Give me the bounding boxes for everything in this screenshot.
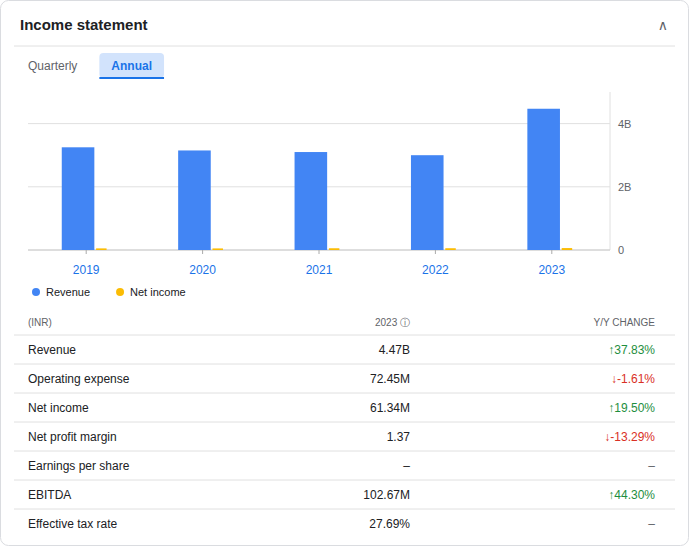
table-cell: ↑19.50% xyxy=(608,401,655,415)
table-cell: ↑37.83% xyxy=(608,343,655,357)
title: Income statement xyxy=(20,16,148,33)
table-cell: Net income xyxy=(28,401,89,415)
table-cell: Revenue xyxy=(28,343,76,357)
x-tick xyxy=(319,250,320,254)
table-cell: ↓-13.29% xyxy=(604,430,655,444)
table-header: (INR) xyxy=(28,317,52,328)
tab[interactable]: Annual xyxy=(111,59,152,73)
y-tick-label: 2B xyxy=(618,181,631,193)
x-tick-label: 2021 xyxy=(306,263,333,277)
x-tick-label: 2023 xyxy=(538,263,565,277)
table-cell: – xyxy=(648,459,655,473)
row-divider xyxy=(14,364,675,365)
legend-label: Revenue xyxy=(46,286,90,298)
bar xyxy=(178,150,211,250)
table-cell: Effective tax rate xyxy=(28,517,117,531)
header-divider xyxy=(14,46,675,47)
tab-highlight xyxy=(99,53,164,78)
grid-line xyxy=(28,123,610,124)
x-tick-label: 2019 xyxy=(73,263,100,277)
table-divider xyxy=(14,335,675,336)
x-tick xyxy=(435,250,436,254)
bar xyxy=(295,152,328,250)
x-tick xyxy=(202,250,203,254)
bar xyxy=(411,155,444,250)
table-cell: ↑44.30% xyxy=(608,488,655,502)
y-tick-label: 0 xyxy=(618,244,624,256)
row-divider xyxy=(14,509,675,510)
x-tick-label: 2022 xyxy=(422,263,449,277)
bar xyxy=(96,248,106,250)
table-cell: 61.34M xyxy=(370,401,410,415)
table-cell: 27.69% xyxy=(369,517,410,531)
bars xyxy=(62,109,572,250)
table-cell: Earnings per share xyxy=(28,459,130,473)
table-cell: – xyxy=(403,459,410,473)
bar xyxy=(62,147,95,250)
bar xyxy=(445,248,455,250)
table-cell: 1.37 xyxy=(387,430,411,444)
chart-root: Income statement ∧ Quarterly Annual 0 2B 4B 201… xyxy=(0,0,689,546)
grid xyxy=(28,124,610,250)
card-border xyxy=(1,1,689,546)
table-header: Y/Y CHANGE xyxy=(594,317,656,328)
tab[interactable]: Quarterly xyxy=(28,59,77,73)
x-tick-label: 2020 xyxy=(189,263,216,277)
tab-underline xyxy=(99,77,164,79)
bar xyxy=(212,248,222,250)
x-tick xyxy=(86,250,87,254)
y-tick-label: 4B xyxy=(618,118,631,130)
row-divider xyxy=(14,393,675,394)
legend-swatch xyxy=(116,288,124,296)
legend-swatch xyxy=(32,288,40,296)
legend-label: Net income xyxy=(130,286,186,298)
table-cell: 4.47B xyxy=(379,343,410,357)
y-axis-line xyxy=(610,92,611,250)
collapse-icon[interactable]: ∧ xyxy=(658,17,668,33)
table-cell: 72.45M xyxy=(370,372,410,386)
x-tick xyxy=(551,250,552,254)
table-cell: ↓-1.61% xyxy=(611,372,655,386)
bar xyxy=(562,248,572,250)
row-divider xyxy=(14,451,675,452)
table-cell: EBITDA xyxy=(28,488,71,502)
bar xyxy=(329,248,339,250)
table-cell: 102.67M xyxy=(363,488,410,502)
row-divider xyxy=(14,480,675,481)
table-header: 2023 ⓘ xyxy=(375,317,410,328)
table-cell: Net profit margin xyxy=(28,430,117,444)
row-divider xyxy=(14,422,675,423)
bar xyxy=(527,109,560,250)
table-cell: Operating expense xyxy=(28,372,130,386)
table-cell: – xyxy=(648,517,655,531)
